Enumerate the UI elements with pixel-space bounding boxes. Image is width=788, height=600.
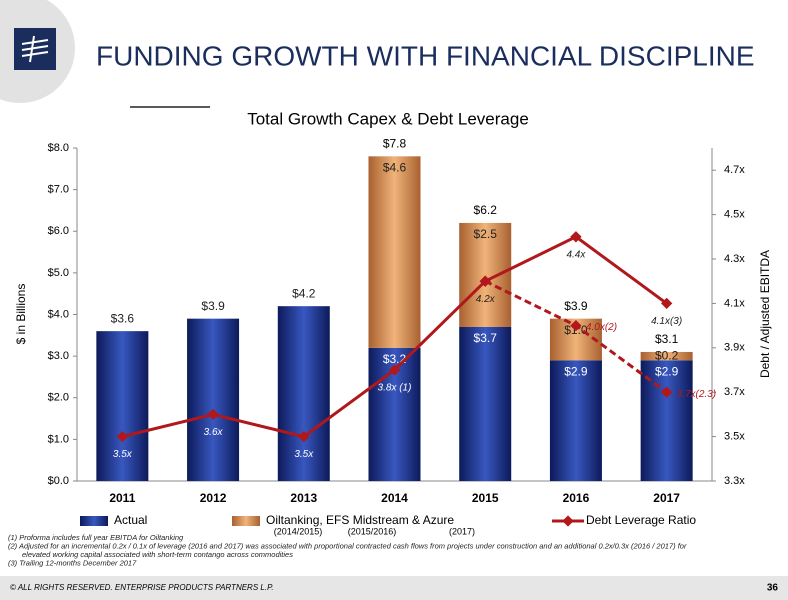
x-tick-label: 2011 [109,491,135,505]
y-tick-label: $7.0 [48,184,69,196]
y-tick-label: $4.0 [48,308,69,320]
footnote: (1) Proforma includes full year EBITDA f… [8,533,184,542]
line-point [570,231,582,243]
line-label: 3.5x [294,449,314,460]
y-tick-label: $2.0 [48,392,69,404]
total-label: $6.2 [474,203,498,217]
bar [549,360,602,481]
y2-tick-label: 3.7x [724,386,745,398]
bar-label: $2.9 [655,364,679,378]
legend-note: (2017) [449,526,475,536]
total-label: $3.1 [655,332,679,346]
y2-tick-label: 4.5x [724,209,745,221]
x-tick-label: 2012 [200,491,227,505]
x-tick-label: 2014 [381,491,408,505]
bar-label: $3.2 [383,352,407,366]
y2-tick-label: 4.1x [724,297,745,309]
legend-note: (2014/2015) [274,526,323,536]
bar [187,318,240,481]
x-tick-label: 2016 [563,491,590,505]
line-label: 3.8x (1) [378,383,412,394]
footer-bar [0,576,788,600]
line-label: 4.4x [566,249,586,260]
legend-note: (2015/2016) [348,526,397,536]
line-label: 3.6x [204,427,224,438]
line-point [298,430,310,443]
bar-label: $3.9 [201,299,225,313]
line-label: 3.5x [113,449,133,460]
footnote: (3) Trailing 12-months December 2017 [8,558,137,567]
x-tick-label: 2015 [472,491,499,505]
y2-tick-label: 4.3x [724,253,745,265]
y2-tick-label: 3.3x [724,475,745,487]
y-tick-label: $8.0 [48,142,69,154]
y-tick-label: $0.0 [48,475,69,487]
bar [640,351,693,361]
x-tick-label: 2013 [290,491,317,505]
line-point [479,275,491,287]
page-number: 36 [767,583,779,594]
bar [459,326,512,481]
line-label: 4.1x(3) [651,316,682,327]
y-tick-label: $5.0 [48,267,69,279]
legend-swatch [232,516,260,526]
y2-tick-label: 3.5x [724,431,745,443]
logo-mark [21,35,49,63]
bar [277,306,330,481]
y2-tick-label: 3.9x [724,342,745,354]
chart-title: Total Growth Capex & Debt Leverage [247,109,529,128]
footnotes: (1) Proforma includes full year EBITDA f… [8,533,687,568]
copyright: © ALL RIGHTS RESERVED. ENTERPRISE PRODUC… [10,583,274,592]
bar [368,156,421,348]
bar [459,222,512,327]
bar-label: $2.9 [564,364,588,378]
line-label: 4.2x [476,294,496,305]
line-point [570,319,582,332]
slide-title: FUNDING GROWTH WITH FINANCIAL DISCIPLINE [96,40,755,71]
bar-label: $4.6 [383,160,407,174]
y-axis-title: $ in Billions [14,284,28,345]
legend-label: Debt Leverage Ratio [586,513,696,527]
legend-swatch [562,515,574,527]
legend-swatch [80,516,108,526]
bar-label: $0.2 [655,348,679,362]
line-point [660,297,673,310]
total-label: $7.8 [383,136,407,150]
line-point [207,408,219,421]
bar-label: $2.5 [474,227,498,241]
legend-label: Oiltanking, EFS Midstream & Azure [266,513,454,527]
y2-tick-label: 4.7x [724,164,745,176]
bar-label: $3.6 [111,311,135,325]
y-tick-label: $3.0 [48,350,69,362]
y2-axis-title: Debt / Adjusted EBITDA [758,250,772,378]
footnote: (2) Adjusted for an incremental 0.2x / 0… [8,541,687,550]
bar-label: $3.7 [474,331,498,345]
footnote: elevated working capital associated with… [22,550,293,559]
line-label: 4.0x(2) [586,322,617,333]
x-tick-label: 2017 [653,491,680,505]
line-point [388,364,401,376]
legend-label: Actual [114,513,147,527]
line-point [660,386,673,398]
y-tick-label: $1.0 [48,433,69,445]
total-label: $3.9 [564,299,588,313]
y-tick-label: $6.0 [48,225,69,237]
bar [96,331,149,481]
line-label: 3.7x(2.3) [677,389,716,400]
bar-label: $4.2 [292,286,316,300]
